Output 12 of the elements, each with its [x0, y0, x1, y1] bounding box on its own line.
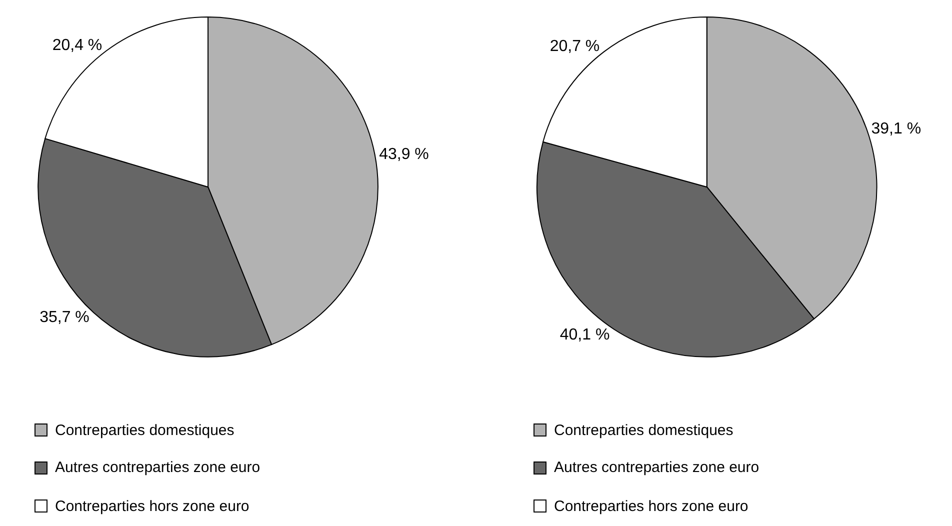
data-label: 20,7 % [550, 38, 600, 55]
legend-label: Contreparties hors zone euro [554, 498, 748, 515]
data-label: 35,7 % [40, 308, 90, 326]
legend-label: Contreparties domestiques [554, 422, 734, 439]
data-label: 43,9 % [379, 146, 429, 163]
data-label: 20,4 % [52, 36, 102, 54]
legend-label: Autres contreparties zone euro [554, 459, 760, 476]
legend-label: Contreparties hors zone euro [55, 498, 250, 515]
data-label: 40,1 % [560, 326, 610, 344]
data-label: 39,1 % [871, 120, 922, 138]
legend-label: Autres contreparties zone euro [55, 459, 260, 476]
legend-label: Contreparties domestiques [55, 422, 234, 439]
